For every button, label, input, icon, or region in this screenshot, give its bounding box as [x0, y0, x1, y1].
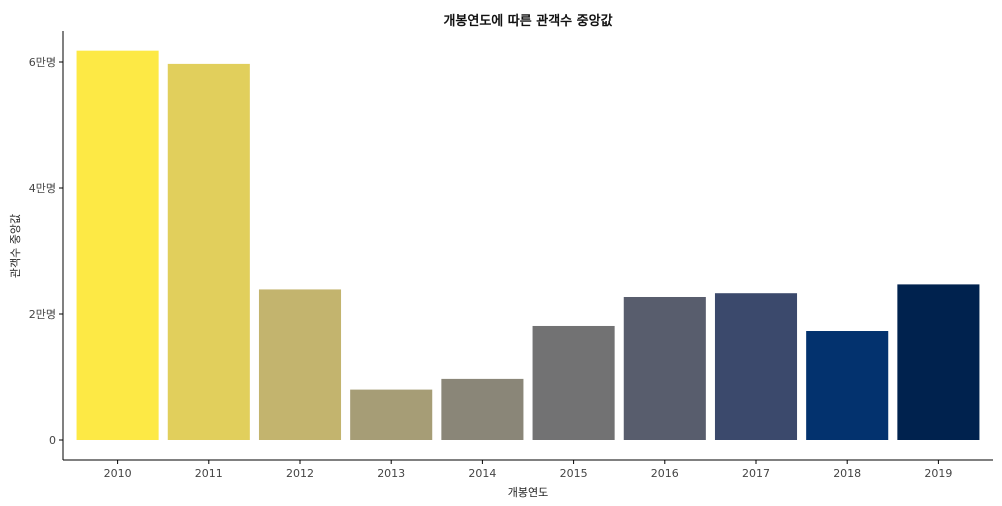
x-axis-title: 개봉연도: [508, 486, 548, 499]
bar-2011: [167, 63, 250, 440]
x-tick-label: 2014: [468, 467, 496, 480]
x-tick-label: 2015: [560, 467, 588, 480]
x-tick-label: 2018: [833, 467, 861, 480]
bar-2014: [441, 378, 524, 440]
x-tick-label: 2017: [742, 467, 770, 480]
chart-title: 개봉연도에 따른 관객수 중앙값: [443, 13, 612, 29]
x-tick-label: 2011: [195, 467, 223, 480]
y-tick-label: 4만명: [29, 182, 56, 195]
x-tick-label: 2010: [104, 467, 132, 480]
x-tick-label: 2016: [651, 467, 679, 480]
y-tick-label: 6만명: [29, 56, 56, 69]
y-tick-label: 0: [49, 434, 56, 447]
bars-group: [76, 50, 980, 440]
bar-2012: [258, 289, 342, 440]
y-axis-title: 관객수 중앙값: [9, 214, 22, 278]
bar-2015: [532, 325, 615, 440]
y-tick-label: 2만명: [29, 308, 56, 321]
bar-2019: [897, 284, 980, 440]
x-axis-ticks: 2010 2011 2012 2013 2014 2015 2016 2017 2018 2019: [104, 460, 952, 480]
x-tick-label: 2019: [924, 467, 952, 480]
bar-2010: [76, 50, 159, 440]
y-axis-ticks: 0 2만명 4만명 6만명: [29, 56, 63, 447]
bar-2013: [350, 389, 433, 440]
bar-2016: [623, 296, 706, 440]
x-tick-label: 2012: [286, 467, 314, 480]
bar-2017: [714, 293, 798, 440]
x-tick-label: 2013: [377, 467, 405, 480]
bar-2018: [806, 331, 889, 440]
